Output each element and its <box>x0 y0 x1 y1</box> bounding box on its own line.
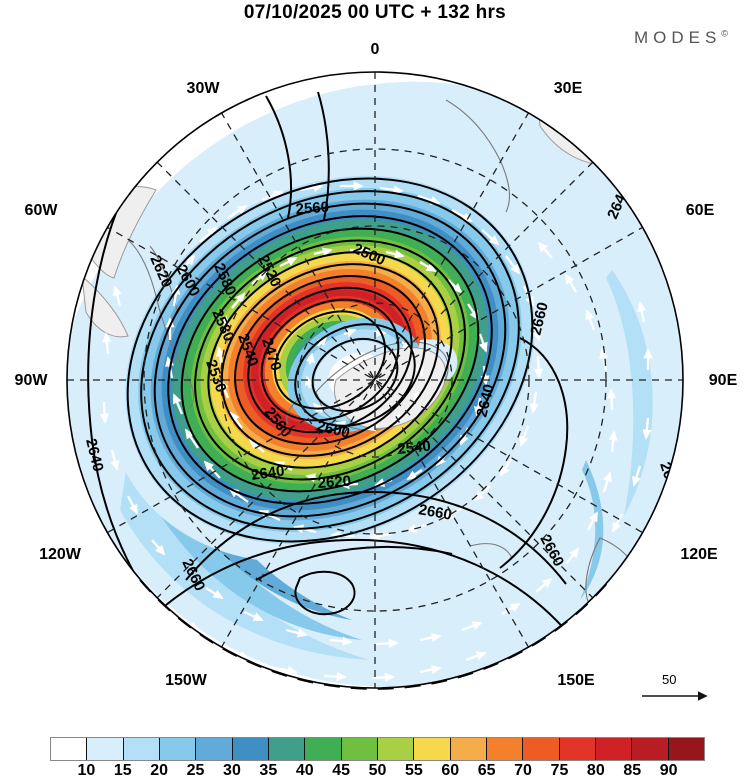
colorbar-cell <box>159 738 197 760</box>
lon-label-30E: 30E <box>554 80 583 97</box>
colorbar-tick-label: 75 <box>550 762 569 779</box>
colorbar-tick-label: 50 <box>368 762 387 779</box>
svg-text:2640: 2640 <box>166 644 203 673</box>
lon-label-150W: 150W <box>165 672 208 689</box>
colorbar-cell <box>632 738 669 760</box>
colorbar-cell <box>559 738 596 760</box>
colorbar-tick-label: 35 <box>259 762 278 779</box>
colorbar-tick-label: 70 <box>514 762 532 779</box>
modes-wordmark: MODES <box>634 28 722 47</box>
reference-vector-arrow <box>642 691 708 701</box>
colorbar-ticks: 10 15 20 25 30 35 40 45 50 55 60 65 70 75 80 85 90 <box>50 762 705 782</box>
lon-label-60E: 60E <box>686 202 715 219</box>
colorbar-tick-label: 40 <box>295 762 314 779</box>
page-title: 07/10/2025 00 UTC + 132 hrs <box>243 2 507 23</box>
colorbar-cell <box>341 738 378 760</box>
colorbar-tick-label: 30 <box>223 762 241 779</box>
colorbar-cell <box>232 738 269 760</box>
reference-vector: 50 <box>640 672 730 710</box>
graticule <box>67 72 683 688</box>
colorbar-tick-label: 10 <box>77 762 96 779</box>
colorbar-tick-label: 55 <box>404 762 423 779</box>
modes-logo: MODES© <box>634 28 728 48</box>
colorbar-tick-label: 65 <box>477 762 496 779</box>
colorbar-cell <box>305 738 342 760</box>
colorbar-tick-label: 20 <box>150 762 169 779</box>
copyright-icon: © <box>721 28 728 39</box>
lon-label-90E: 90E <box>709 372 738 389</box>
colorbar-tick-label: 85 <box>623 762 642 779</box>
lon-label-150E: 150E <box>557 672 595 689</box>
lon-label-0: 0 <box>371 41 380 58</box>
colorbar-cell <box>196 738 233 760</box>
map-field-layer: 2560 2500 2520 2580 2600 2620 2580 2540 … <box>67 72 683 688</box>
map-boundary <box>66 71 684 689</box>
wind-vectors <box>99 181 653 682</box>
polar-map: 2560 2500 2520 2580 2600 2620 2580 2540 … <box>0 40 750 700</box>
colorbar-cell <box>377 738 415 760</box>
lon-label-120E: 120E <box>680 546 718 563</box>
lon-label-60W: 60W <box>25 202 59 219</box>
lon-label-120W: 120W <box>39 546 82 563</box>
svg-text:2620: 2620 <box>317 473 351 492</box>
colorbar-cell <box>87 738 124 760</box>
colorbar-cell <box>123 738 160 760</box>
longitude-labels: 0 30E 60E 90E 120E 150E 180 150W 120W 90… <box>15 41 738 689</box>
colorbar-tick-label: 60 <box>441 762 460 779</box>
polar-stereographic-plot: 2560 2500 2520 2580 2600 2620 2580 2540 … <box>15 41 738 690</box>
colorbar-cell <box>51 738 88 760</box>
colorbar-cell <box>486 738 524 760</box>
colorbar-cell <box>450 738 487 760</box>
lon-label-90W: 90W <box>15 372 49 389</box>
colorbar-cell <box>595 738 633 760</box>
colorbar-tick-label: 80 <box>586 762 605 779</box>
colorbar-tick-label: 15 <box>113 762 132 779</box>
colorbar-cell <box>268 738 306 760</box>
colorbar-cell <box>523 738 560 760</box>
reference-vector-label: 50 <box>662 672 677 687</box>
colorbar-tick-label: 90 <box>659 762 678 779</box>
lon-label-30W: 30W <box>187 80 221 97</box>
colorbar-cell <box>668 738 704 760</box>
svg-text:2560: 2560 <box>295 199 329 218</box>
colorbar-tick-label: 25 <box>186 762 205 779</box>
colorbar-tick-label: 45 <box>332 762 351 779</box>
colorbar <box>50 737 705 761</box>
colorbar-cell <box>414 738 451 760</box>
svg-text:2540: 2540 <box>397 438 432 458</box>
